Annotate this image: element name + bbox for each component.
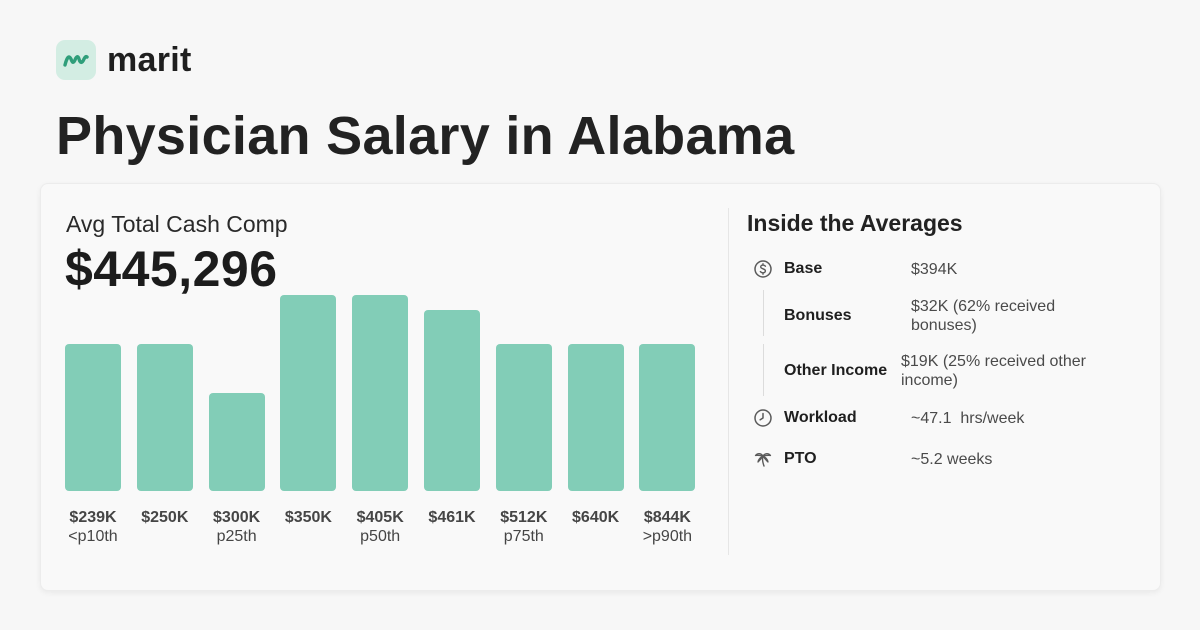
clock-icon [753, 408, 773, 428]
chart-bar [424, 309, 480, 491]
bar-value-label: $512K [500, 509, 548, 526]
chart-bar [639, 344, 696, 491]
bar-percentile-label: >p90th [642, 528, 693, 545]
workload-label: Workload [784, 409, 857, 426]
chart-bar [495, 344, 552, 491]
chart-bar [280, 295, 337, 491]
comp-value: $445,296 [65, 241, 278, 297]
pto-value: ~5.2 weeks [911, 451, 993, 468]
bar-value-label: $239K [69, 509, 117, 526]
bar-value-label: $640K [572, 509, 620, 526]
bonuses-indent-line [763, 290, 764, 336]
bar-percentile-label: p25th [216, 528, 257, 545]
bar-value-label: $250K [141, 509, 189, 526]
base-label: Base [784, 260, 823, 277]
other-income-indent-line [763, 344, 764, 396]
palm-tree-icon [753, 448, 773, 468]
bar-percentile-label: p50th [360, 528, 401, 545]
card-divider [728, 208, 729, 555]
brand-name: marit [107, 41, 192, 79]
dollar-circle-icon [753, 259, 773, 279]
marit-logo-icon [56, 40, 96, 80]
other-income-value: $19K (25% received other income) [901, 353, 1086, 389]
comp-label: Avg Total Cash Comp [66, 211, 288, 237]
page-title: Physician Salary in Alabama [56, 106, 795, 166]
chart-bar [136, 344, 193, 491]
chart-bar [65, 344, 121, 491]
chart-bar [208, 393, 265, 491]
workload-value: ~47.1 hrs/week [911, 410, 1025, 427]
bonuses-label: Bonuses [784, 307, 852, 324]
bar-value-label: $300K [213, 509, 261, 526]
bar-percentile-label: <p10th [68, 528, 118, 545]
bar-value-label: $350K [284, 509, 332, 526]
bar-percentile-label: p75th [503, 528, 544, 545]
chart-bar [567, 344, 624, 491]
pto-label: PTO [784, 450, 817, 467]
salary-card: Avg Total Cash Comp $445,296 $239K <p10th… [40, 183, 1161, 591]
bar-value-label: $405K [356, 509, 404, 526]
bonuses-value: $32K (62% received bonuses) [911, 298, 1056, 334]
salary-distribution-chart: $239K <p10th $250K $300K p25th $350K $405K p50t… [65, 284, 697, 564]
bar-value-label: $461K [428, 509, 476, 526]
base-value: $394K [911, 261, 958, 278]
bar-value-label: $844K [643, 509, 691, 526]
chart-bar [352, 295, 409, 491]
other-income-label: Other Income [784, 362, 888, 379]
averages-title: Inside the Averages [747, 210, 963, 236]
brand-logo: marit [56, 40, 192, 80]
